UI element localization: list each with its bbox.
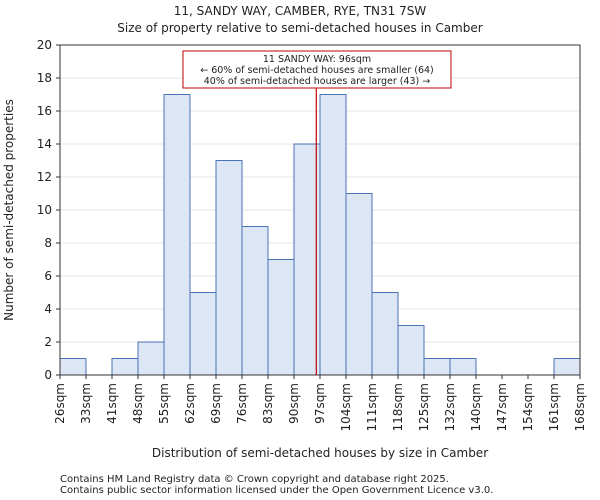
y-tick-label: 14 xyxy=(37,137,52,151)
annotation-line-3: 40% of semi-detached houses are larger (… xyxy=(204,76,431,87)
histogram-bar xyxy=(189,292,217,376)
histogram-bar xyxy=(137,341,165,376)
chart-subtitle: Size of property relative to semi-detach… xyxy=(117,21,482,35)
histogram-bar xyxy=(215,160,243,376)
x-tick-label: 168sqm xyxy=(573,383,587,431)
x-axis-ticks: 26sqm 33sqm 41sqm 48sqm 55sqm 62sqm 69sqm 76sqm… xyxy=(53,375,587,431)
y-tick-label: 4 xyxy=(44,302,52,316)
x-tick-label: 111sqm xyxy=(365,383,379,431)
x-tick-label: 83sqm xyxy=(261,383,275,424)
x-tick-label: 76sqm xyxy=(235,383,249,424)
x-tick-label: 147sqm xyxy=(495,383,509,431)
x-tick-label: 41sqm xyxy=(105,383,119,424)
x-tick-label: 118sqm xyxy=(391,383,405,431)
y-tick-label: 8 xyxy=(44,236,52,250)
histogram-bar xyxy=(449,358,477,376)
x-axis-label: Distribution of semi-detached houses by … xyxy=(152,446,488,460)
histogram-bar xyxy=(267,259,295,376)
y-tick-label: 18 xyxy=(37,71,52,85)
footer: Contains HM Land Registry data © Crown c… xyxy=(60,474,493,496)
x-tick-label: 132sqm xyxy=(443,383,457,431)
histogram-bar xyxy=(423,358,451,376)
x-tick-label: 62sqm xyxy=(183,383,197,424)
y-axis-ticks: 0 2 4 6 8 10 12 14 16 18 20 xyxy=(37,38,60,382)
histogram-bar xyxy=(319,94,347,376)
y-tick-label: 20 xyxy=(37,38,52,52)
y-tick-label: 16 xyxy=(37,104,52,118)
y-tick-label: 12 xyxy=(37,170,52,184)
annotation-line-2: ← 60% of semi-detached houses are smalle… xyxy=(200,65,434,76)
x-tick-label: 69sqm xyxy=(209,383,223,424)
x-tick-label: 104sqm xyxy=(339,383,353,431)
x-tick-label: 97sqm xyxy=(313,383,327,424)
histogram-bar xyxy=(553,358,581,376)
x-tick-label: 48sqm xyxy=(131,383,145,424)
x-tick-label: 90sqm xyxy=(287,383,301,424)
annotation-box xyxy=(182,50,452,89)
y-tick-label: 6 xyxy=(44,269,52,283)
x-tick-label: 26sqm xyxy=(53,383,67,424)
x-tick-label: 33sqm xyxy=(79,383,93,424)
histogram-bar xyxy=(111,358,139,376)
histogram-bar xyxy=(293,143,321,376)
x-tick-label: 140sqm xyxy=(469,383,483,431)
y-tick-label: 0 xyxy=(44,368,52,382)
y-tick-label: 10 xyxy=(37,203,52,217)
histogram-bar xyxy=(241,226,269,376)
bars xyxy=(59,94,581,376)
chart-title: 11, SANDY WAY, CAMBER, RYE, TN31 7SW xyxy=(174,4,427,18)
histogram-bar xyxy=(59,358,87,376)
y-axis-label: Number of semi-detached properties xyxy=(2,99,16,321)
footer-line-2: Contains public sector information licen… xyxy=(60,485,494,496)
x-tick-label: 154sqm xyxy=(521,383,535,431)
x-tick-label: 161sqm xyxy=(547,383,561,431)
histogram-bar xyxy=(163,94,191,376)
histogram-bar xyxy=(371,292,399,376)
footer-line-1: Contains HM Land Registry data © Crown c… xyxy=(60,474,449,485)
annotation-line-1: 11 SANDY WAY: 96sqm xyxy=(263,54,371,65)
histogram-bar xyxy=(345,193,373,376)
y-tick-label: 2 xyxy=(44,335,52,349)
x-tick-label: 125sqm xyxy=(417,383,431,431)
histogram-bar xyxy=(397,325,425,376)
x-tick-label: 55sqm xyxy=(157,383,171,424)
